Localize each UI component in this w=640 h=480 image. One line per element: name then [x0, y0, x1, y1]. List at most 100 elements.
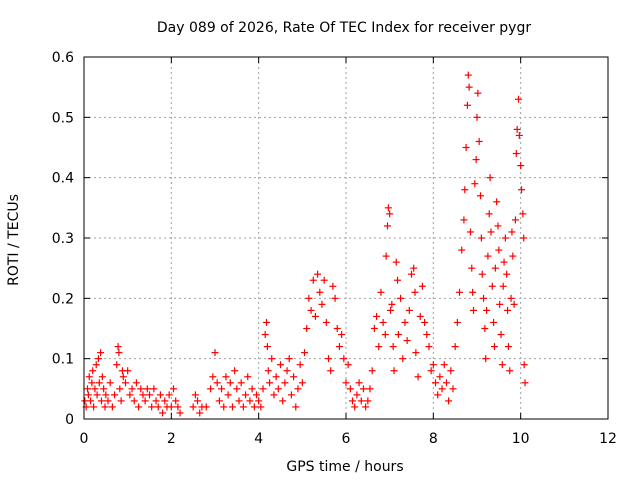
data-point [373, 312, 381, 320]
x-tick-labels: 0 2 4 6 8 10 12 [80, 431, 617, 447]
data-point [418, 282, 426, 290]
data-point [108, 403, 116, 411]
data-point [403, 337, 411, 345]
data-point [233, 385, 241, 393]
data-point [272, 373, 280, 381]
data-point [458, 246, 466, 254]
data-point [137, 385, 145, 393]
data-point [491, 264, 499, 272]
data-point [410, 264, 418, 272]
data-point [121, 379, 129, 387]
data-point [89, 367, 97, 375]
data-point [128, 385, 136, 393]
data-point [504, 343, 512, 351]
data-point [329, 282, 337, 290]
chart-title: Day 089 of 2026, Rate Of TEC Index for r… [157, 20, 531, 36]
data-point [170, 385, 178, 393]
data-point [501, 234, 509, 242]
data-point [325, 355, 333, 363]
data-point [480, 294, 488, 302]
data-point [438, 385, 446, 393]
data-point [161, 397, 169, 405]
data-point [156, 391, 164, 399]
data-point [119, 373, 127, 381]
data-point [359, 385, 367, 393]
data-point [333, 325, 341, 332]
data-point [442, 379, 450, 387]
data-point [483, 306, 491, 314]
data-point [478, 270, 486, 278]
data-point [116, 385, 124, 393]
data-point [95, 379, 103, 387]
data-point [432, 379, 440, 387]
data-point [517, 162, 525, 170]
data-point [268, 355, 276, 363]
data-point [274, 385, 282, 393]
data-point [500, 258, 508, 266]
data-point [490, 318, 498, 326]
data-point [246, 397, 254, 405]
x-tick-label: 2 [167, 431, 176, 447]
data-point [88, 379, 96, 387]
data-point [94, 355, 102, 363]
data-point [520, 361, 528, 369]
data-point [335, 343, 343, 351]
data-point [207, 385, 215, 393]
data-point [93, 391, 101, 399]
data-point [366, 385, 374, 393]
data-point [405, 306, 413, 314]
data-point [434, 391, 442, 399]
data-point [496, 300, 504, 308]
data-point [506, 367, 514, 375]
data-point [436, 373, 444, 381]
data-point [481, 325, 489, 332]
data-point [97, 397, 105, 405]
data-point [114, 343, 122, 351]
data-point [351, 403, 359, 411]
data-point [215, 397, 223, 405]
data-point [451, 343, 459, 351]
data-point [228, 403, 236, 411]
data-point [270, 391, 278, 399]
data-point [222, 373, 230, 381]
data-point [196, 409, 204, 417]
data-point [495, 246, 503, 254]
data-point [111, 391, 119, 399]
data-point [475, 137, 483, 145]
data-point [381, 331, 389, 339]
data-point [338, 331, 346, 339]
x-tick-label: 6 [342, 431, 351, 447]
data-point [298, 379, 306, 387]
data-point [460, 216, 468, 224]
data-point [255, 397, 263, 405]
data-point [508, 228, 516, 236]
data-point [257, 403, 265, 411]
data-point [292, 403, 300, 411]
data-point [353, 391, 361, 399]
data-point [146, 391, 153, 399]
data-point [423, 331, 431, 339]
data-point [389, 343, 397, 351]
data-point [486, 174, 494, 182]
y-tick-label: 0.2 [52, 291, 74, 307]
data-point [461, 186, 469, 194]
data-point [209, 373, 217, 381]
data-point [327, 367, 335, 375]
data-point [83, 385, 91, 393]
data-point [135, 403, 143, 411]
data-point [482, 355, 490, 363]
data-point [218, 385, 226, 393]
data-point [106, 379, 114, 387]
data-point [264, 367, 272, 375]
data-point [511, 216, 519, 224]
data-point [507, 294, 515, 302]
data-point [194, 397, 202, 405]
data-point [490, 343, 498, 351]
data-point [412, 349, 420, 357]
data-point [476, 192, 484, 200]
data-point [484, 252, 492, 260]
data-point [126, 391, 134, 399]
data-point [191, 391, 199, 399]
data-point [320, 276, 328, 284]
